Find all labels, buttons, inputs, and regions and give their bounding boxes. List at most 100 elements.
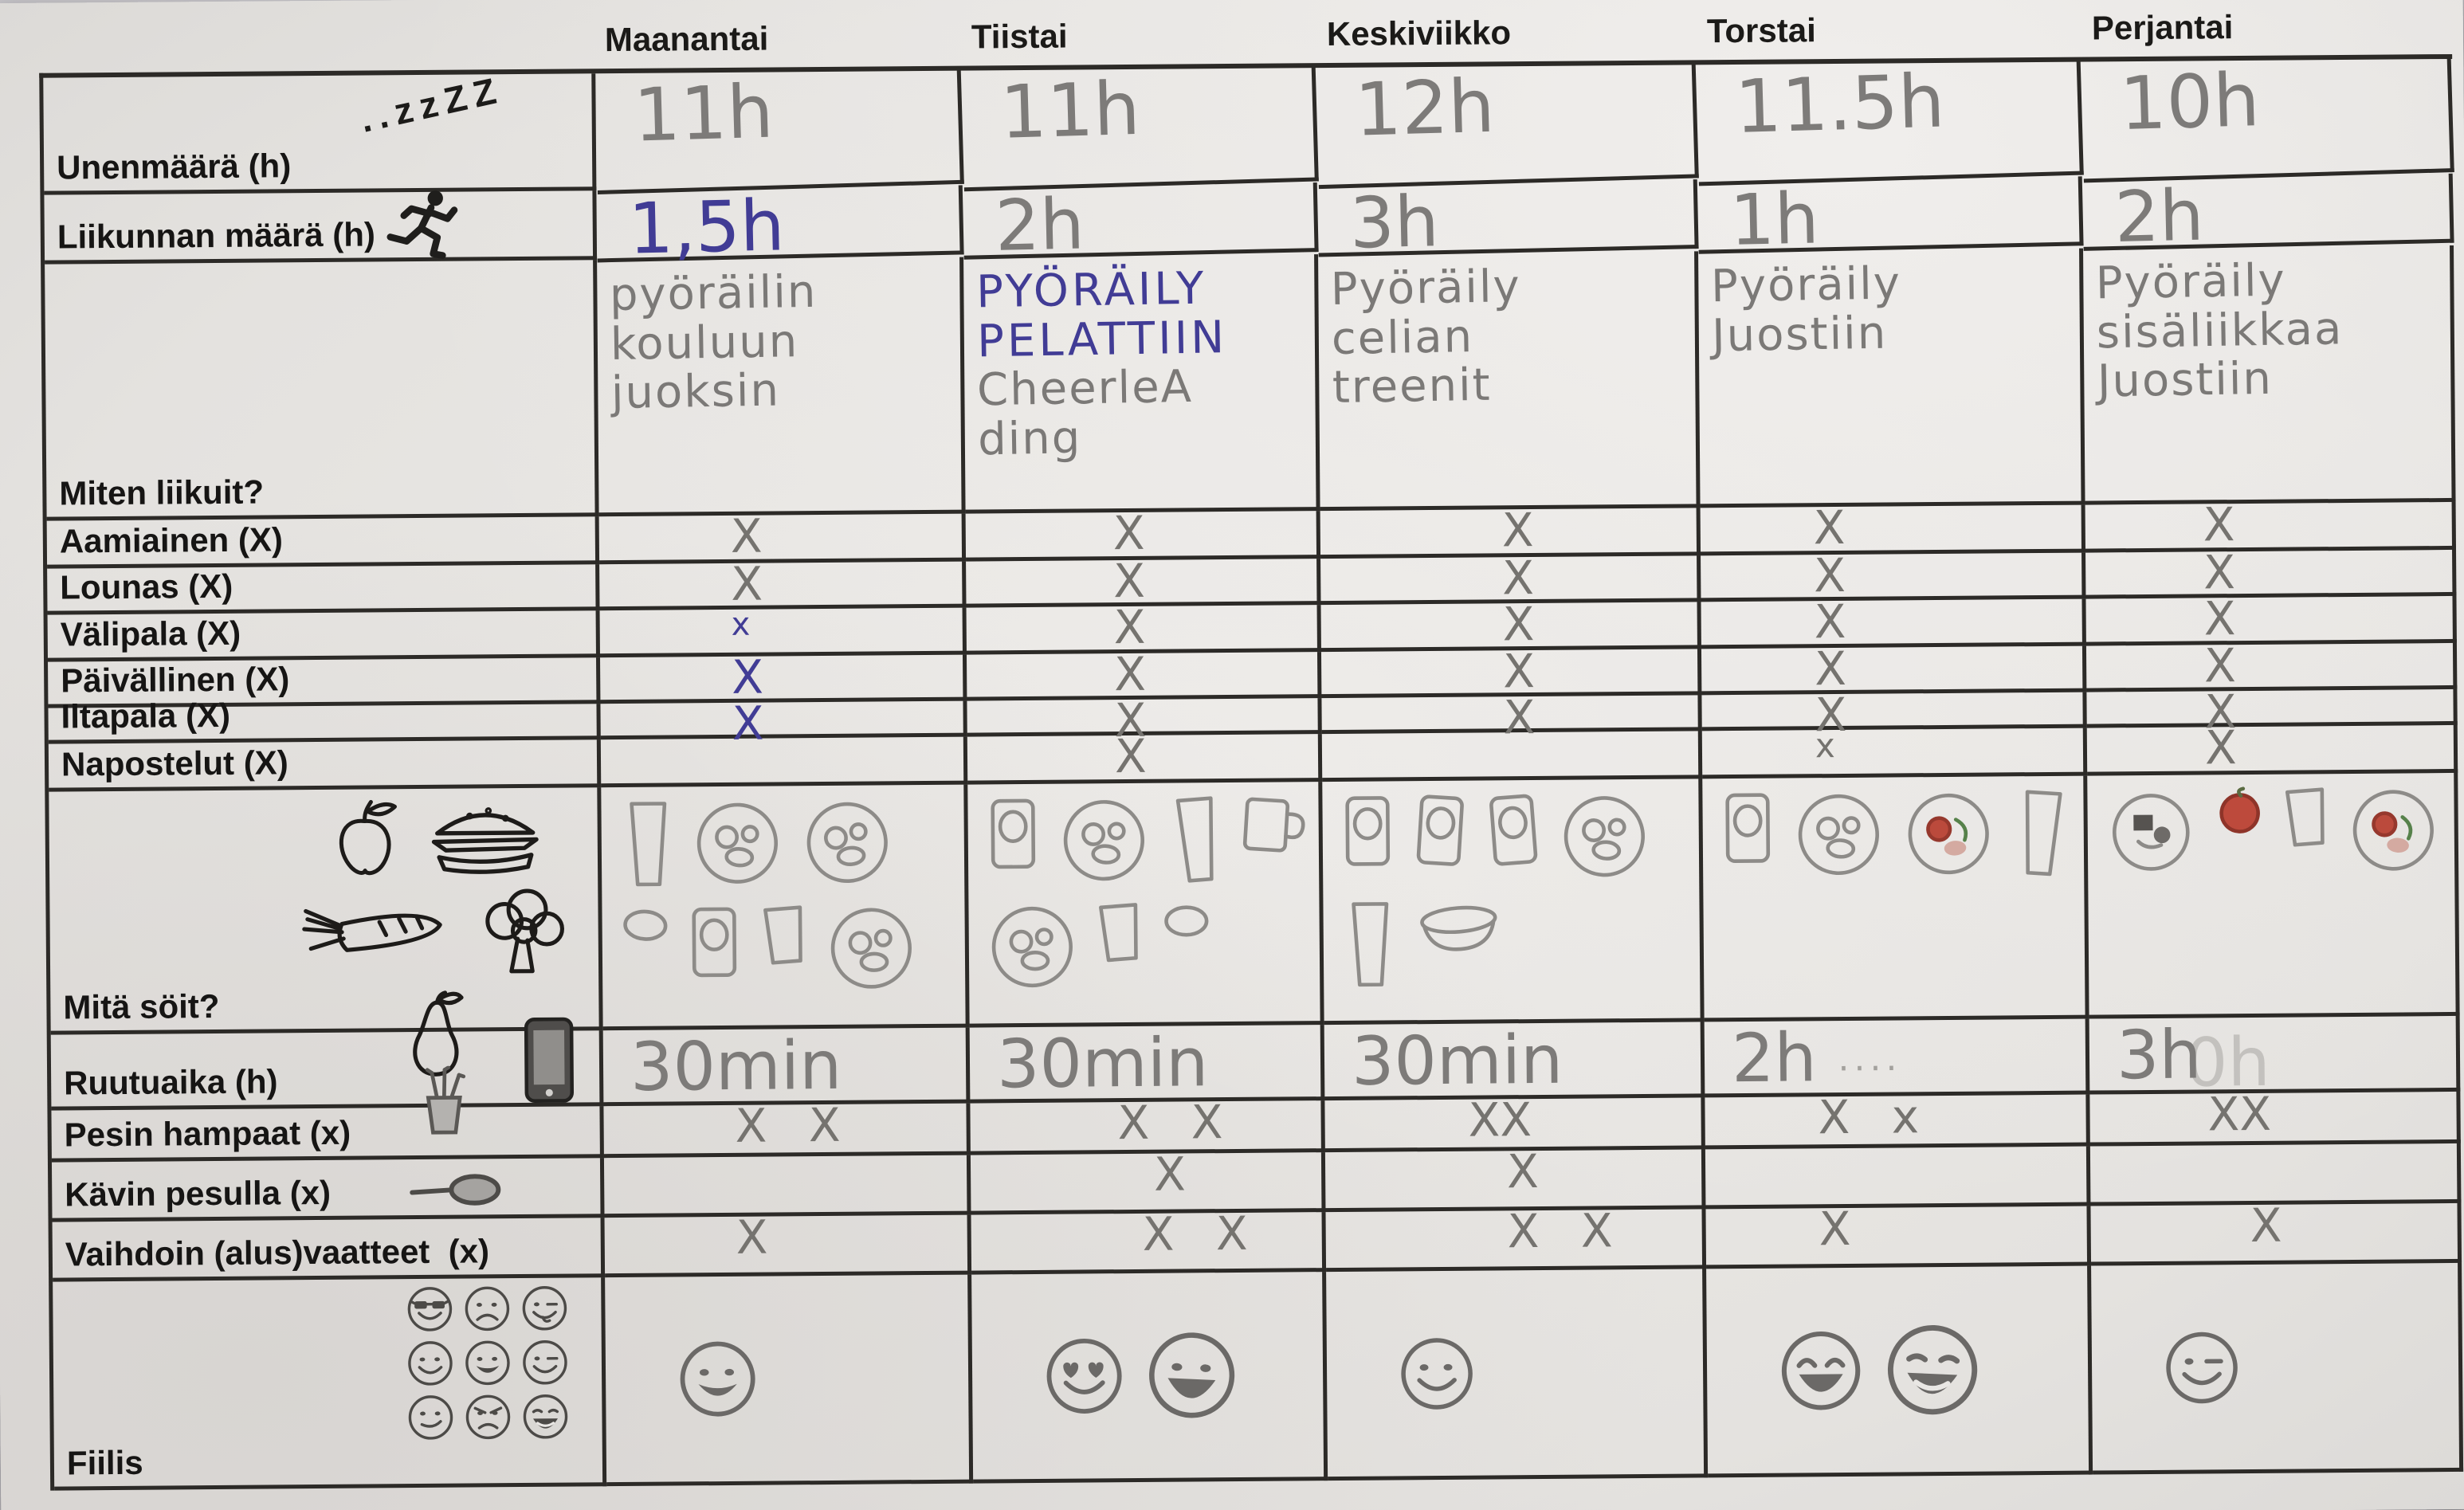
day-header-tiistai: Tiistai: [971, 17, 1068, 56]
cell-mon-mood-drawings: [605, 1274, 974, 1487]
doodle-plate: [806, 802, 888, 883]
doodle-cup: [1099, 903, 1139, 963]
how-moved-pencil-text: Pyöräily celian treenit: [1330, 261, 1522, 414]
printed-emoji-legend: [405, 1283, 588, 1442]
cell-tue-teeth-marks: X X: [970, 1095, 1325, 1155]
cell-fri-mood-drawings: [2091, 1262, 2464, 1475]
doodle-cup: [763, 905, 802, 965]
doodle-cup: [2285, 787, 2325, 847]
cell-tue-wash-mark: X: [970, 1147, 1326, 1215]
cell-fri-food-drawings: [2087, 772, 2460, 1019]
cell-tue-nibble-mark: X: [967, 729, 1323, 785]
food-doodle-drawings: [1322, 779, 1700, 990]
exercise-label: Liikunnan määrä (h): [57, 215, 376, 256]
cell-fri-lunch-mark: X: [2085, 545, 2457, 599]
day-header-maanantai: Maanantai: [604, 19, 769, 59]
cell-thu-food-drawings: [1702, 775, 2089, 1022]
doodle-carton: [1725, 793, 1771, 864]
lunch-label: Lounas (X): [60, 567, 233, 606]
cell-thu-evening-mark: X: [1701, 688, 2087, 742]
cell-mon-teeth-marks: X X: [603, 1098, 971, 1159]
what-ate-label: Mitä söit?: [63, 986, 220, 1026]
cell-mon-lunch-mark: X: [599, 557, 967, 611]
cell-fri-how-moved: Pyöräily sisäliikkaa Juostiin: [2083, 245, 2456, 505]
smiley-heart-eyes-drawing: [1046, 1338, 1122, 1414]
cell-thu-screen-time: 2h ····: [1704, 1018, 2090, 1098]
cell-fri-teeth-marks: XX: [2089, 1087, 2461, 1147]
cell-fri-exercise: 2h: [2081, 173, 2454, 258]
cell-thu-nibble-mark: x: [1701, 726, 2088, 779]
cell-fri-nibble-mark: X: [2086, 720, 2458, 776]
cell-thu-dinner-mark: X: [1701, 641, 2087, 696]
cell-wed-clothes-mark: X X: [1325, 1203, 1707, 1273]
cell-tue-how-moved: PYÖRÄILY PELATTIIN CheerleA ding: [963, 254, 1320, 514]
brushed-teeth-label: Pesin hampaat (x): [64, 1113, 351, 1154]
row-label-how-moved: Miten liikuit?: [45, 260, 599, 521]
cell-wed-exercise: 3h: [1316, 179, 1699, 265]
screen-time-label: Ruutuaika (h): [63, 1062, 278, 1102]
row-label-what-ate: Mitä söit?: [49, 787, 603, 1077]
cell-mon-sleep: 11h: [594, 66, 964, 195]
cell-fri-screen-time: 0h 3h: [2089, 1015, 2461, 1102]
doodle-plate: [991, 907, 1073, 988]
cell-tue-clothes-mark: X X: [971, 1206, 1327, 1275]
cell-tue-screen-time: 30min: [969, 1023, 1325, 1104]
food-doodle-drawings: [2087, 773, 2454, 881]
cell-thu-wash-mark: [1705, 1146, 2091, 1210]
cell-wed-evening-mark: X: [1321, 690, 1702, 744]
row-label-sleep: Unenmäärä (h) ..zzZZ: [43, 68, 597, 195]
smiley-smile-drawing: [408, 1341, 453, 1386]
cell-fri-dinner-mark: X: [2085, 638, 2458, 692]
zzz-sleep-icon: ..zzZZ: [356, 68, 508, 140]
cell-mon-nibble-mark: [600, 736, 968, 788]
screen-value: 3h: [2116, 1015, 2203, 1095]
cell-mon-food-drawings: [601, 784, 970, 1031]
habit-table: Unenmäärä (h) ..zzZZ 11h 11h 12h 11.5h 1…: [39, 53, 2464, 1491]
how-moved-pencil-text: pyöräilin kouluun juoksin: [609, 265, 818, 420]
row-label-evening-snack: Iltapala (X): [48, 696, 601, 744]
cell-fri-evening-mark: X: [2086, 684, 2458, 739]
smiley-sunglasses-drawing: [407, 1287, 453, 1332]
dinner-label: Päivällinen (X): [61, 660, 290, 700]
how-moved-pencil-text: Pyöräily Juostiin: [1710, 257, 1902, 362]
cell-mon-breakfast-mark: X: [598, 509, 967, 565]
cell-thu-exercise: 1h: [1697, 176, 2084, 261]
cell-wed-nibble-mark: [1321, 731, 1703, 782]
cell-mon-snack-mark: x: [599, 606, 967, 658]
screen-value: 30min: [996, 1023, 1209, 1104]
evening-snack-label: Iltapala (X): [61, 696, 231, 735]
smiley-smirk-drawing: [408, 1395, 453, 1440]
cell-fri-snack-mark: X: [2085, 591, 2457, 646]
cell-tue-sleep: 11h: [960, 64, 1319, 192]
doodle-tomato: [2219, 786, 2261, 833]
row-label-lunch: Lounas (X): [47, 564, 600, 615]
hand-mirror-icon: [409, 1168, 504, 1211]
smiley-angry-drawing: [465, 1394, 511, 1440]
day-header-torstai: Torstai: [1706, 11, 1816, 50]
doodle-carton: [991, 798, 1036, 869]
cell-tue-exercise: 2h: [962, 182, 1319, 267]
doodle-carton: [1417, 794, 1465, 866]
washed-label: Kävin pesulla (x): [65, 1173, 332, 1214]
smiley-laugh-open-drawing: [1887, 1324, 1978, 1414]
smiley-laugh-closed-drawing: [1781, 1331, 1861, 1410]
cell-mon-evening-mark: X: [600, 696, 967, 751]
screen-value: 30min: [1351, 1020, 1564, 1100]
smiley-laugh-open-drawing: [523, 1394, 568, 1439]
doodle-plate-red: [1908, 793, 1989, 875]
cell-mon-screen-time: 30min: [602, 1026, 971, 1107]
row-label-washed: Kävin pesulla (x): [51, 1158, 605, 1222]
doodle-plate: [697, 802, 779, 884]
toothbrush-cup-icon: [414, 1065, 473, 1138]
food-doodle-drawings: [967, 782, 1320, 995]
cell-tue-food-drawings: [967, 782, 1324, 1028]
screen-value: 2h: [1731, 1018, 1818, 1098]
row-label-changed-clothes: Vaihdoin (alus)vaatteet (x): [52, 1218, 606, 1282]
doodle-snack: [1164, 905, 1209, 937]
screen-note: ····: [1838, 1048, 1902, 1090]
cell-wed-wash-mark: X: [1324, 1144, 1706, 1213]
doodle-plate: [1799, 794, 1880, 876]
cell-thu-sleep: 11.5h: [1695, 57, 2084, 186]
doodle-plate: [1564, 796, 1645, 877]
how-moved-pencil-text: CheerleA ding: [976, 361, 1194, 466]
